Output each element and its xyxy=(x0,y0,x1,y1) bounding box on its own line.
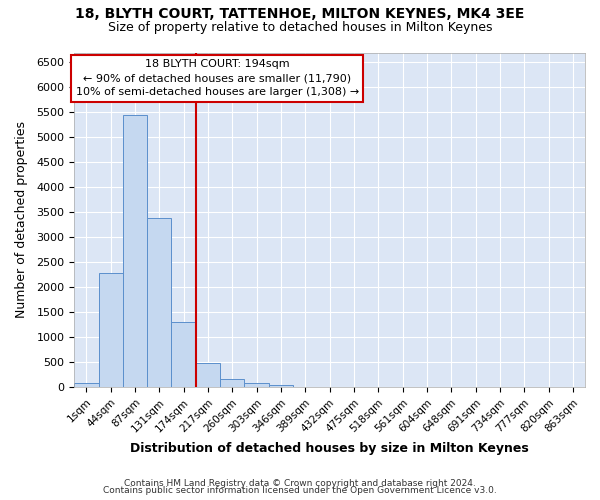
Bar xyxy=(147,218,172,387)
Bar xyxy=(220,379,244,387)
X-axis label: Distribution of detached houses by size in Milton Keynes: Distribution of detached houses by size … xyxy=(130,442,529,455)
Bar xyxy=(74,384,98,387)
Text: 18 BLYTH COURT: 194sqm
← 90% of detached houses are smaller (11,790)
10% of semi: 18 BLYTH COURT: 194sqm ← 90% of detached… xyxy=(76,59,359,97)
Bar xyxy=(269,385,293,387)
Bar xyxy=(123,116,147,387)
Text: Size of property relative to detached houses in Milton Keynes: Size of property relative to detached ho… xyxy=(108,21,492,34)
Bar xyxy=(172,322,196,387)
Text: Contains public sector information licensed under the Open Government Licence v3: Contains public sector information licen… xyxy=(103,486,497,495)
Text: Contains HM Land Registry data © Crown copyright and database right 2024.: Contains HM Land Registry data © Crown c… xyxy=(124,478,476,488)
Bar xyxy=(196,363,220,387)
Bar xyxy=(98,273,123,387)
Bar xyxy=(244,383,269,387)
Y-axis label: Number of detached properties: Number of detached properties xyxy=(15,122,28,318)
Text: 18, BLYTH COURT, TATTENHOE, MILTON KEYNES, MK4 3EE: 18, BLYTH COURT, TATTENHOE, MILTON KEYNE… xyxy=(76,8,524,22)
